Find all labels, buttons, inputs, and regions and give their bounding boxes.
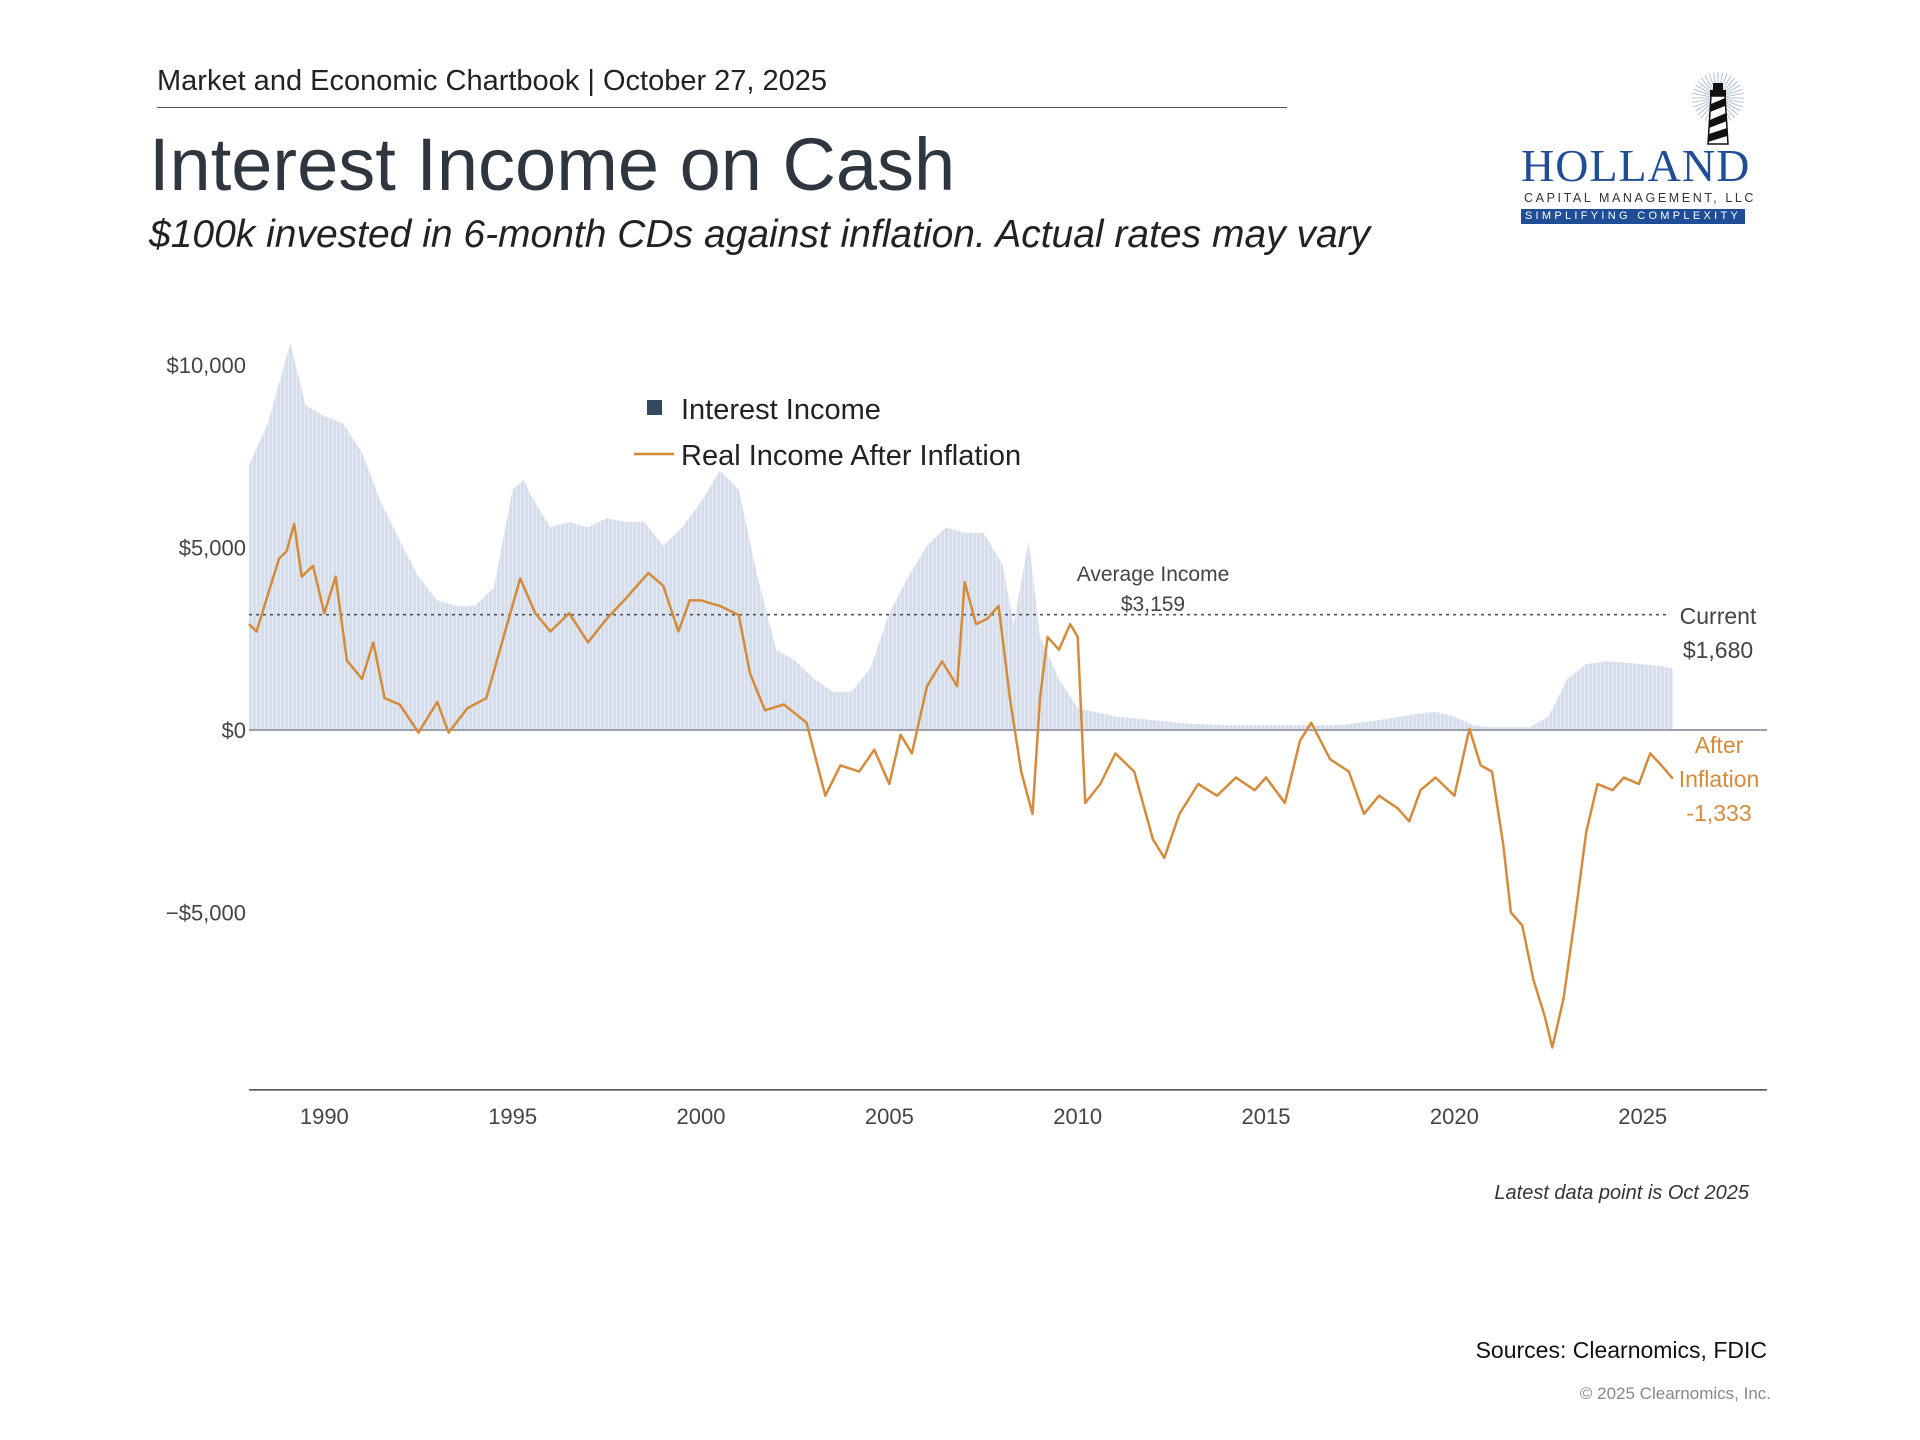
holland-logo: HOLLAND CAPITAL MANAGEMENT, LLC SIMPLIFY…: [1515, 70, 1755, 230]
x-tick-label: 2010: [1053, 1104, 1102, 1129]
after-inflation-label-2: Inflation: [1679, 766, 1760, 792]
interest-income-area: [249, 343, 1673, 730]
average-income-value: $3,159: [1121, 593, 1185, 616]
logo-tagline: SIMPLIFYING COMPLEXITY: [1521, 209, 1745, 224]
publication-header: Market and Economic Chartbook | October …: [157, 65, 828, 97]
after-inflation-label-1: After: [1695, 732, 1744, 758]
latest-data-note: Latest data point is Oct 2025: [1494, 1182, 1749, 1204]
sources: Sources: Clearnomics, FDIC: [1475, 1337, 1767, 1363]
page-title: Interest Income on Cash: [149, 123, 956, 206]
y-tick-label: $10,000: [166, 353, 246, 378]
copyright: © 2025 Clearnomics, Inc.: [1579, 1384, 1771, 1403]
real-income-line: [248, 522, 1674, 1049]
x-tick-label: 2025: [1618, 1104, 1667, 1129]
x-tick-label: 2020: [1430, 1104, 1479, 1129]
y-tick-label: −$5,000: [166, 901, 246, 926]
legend-swatch-interest-income: [647, 400, 662, 415]
x-tick-label: 2015: [1242, 1104, 1291, 1129]
header-divider: [157, 107, 1287, 108]
current-value: $1,680: [1683, 637, 1753, 663]
y-tick-label: $5,000: [179, 536, 246, 561]
legend-label-real-income: Real Income After Inflation: [681, 440, 1021, 472]
x-tick-label: 2000: [677, 1104, 726, 1129]
x-tick-label: 2005: [865, 1104, 914, 1129]
logo-subline: CAPITAL MANAGEMENT, LLC: [1524, 191, 1757, 205]
average-income-label: Average Income: [1077, 563, 1230, 586]
after-inflation-value: -1,333: [1686, 800, 1751, 826]
logo-name: HOLLAND: [1521, 140, 1751, 191]
x-tick-label: 1995: [488, 1104, 537, 1129]
legend-label-interest-income: Interest Income: [681, 394, 881, 426]
page-subtitle: $100k invested in 6-month CDs against in…: [149, 213, 1371, 256]
y-tick-label: $0: [222, 718, 246, 743]
x-tick-label: 1990: [300, 1104, 349, 1129]
current-label: Current: [1680, 603, 1757, 629]
lighthouse-icon: [1692, 72, 1744, 145]
